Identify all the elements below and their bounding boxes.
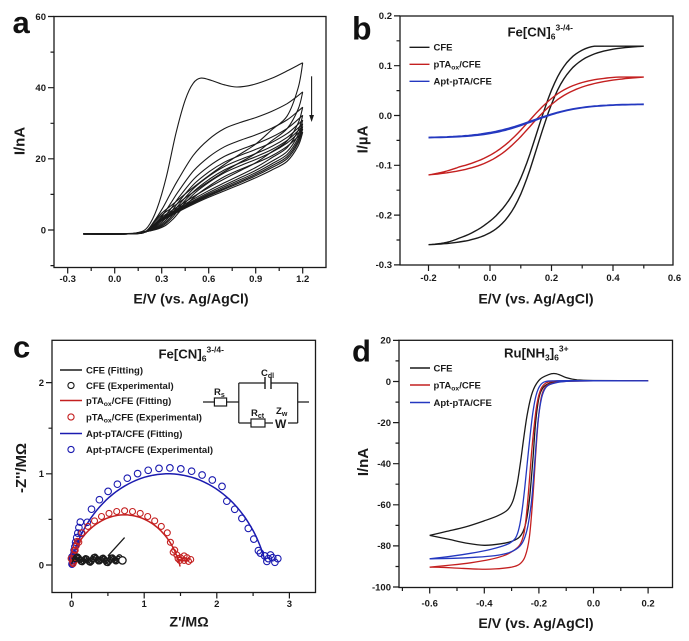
svg-text:0.1: 0.1 [379, 61, 393, 72]
svg-text:a: a [13, 5, 31, 40]
svg-text:CFE (Fitting): CFE (Fitting) [86, 365, 143, 376]
svg-text:-0.6: -0.6 [422, 598, 438, 609]
svg-text:2: 2 [214, 599, 219, 610]
svg-text:Ru[NH3]63+: Ru[NH3]63+ [504, 344, 569, 363]
svg-text:I/nA: I/nA [355, 448, 372, 476]
svg-text:0.0: 0.0 [483, 273, 496, 284]
svg-text:Rs: Rs [214, 387, 225, 399]
svg-text:3: 3 [287, 599, 292, 610]
svg-text:Zw: Zw [276, 406, 288, 418]
svg-text:-0.3: -0.3 [60, 274, 76, 285]
svg-text:20: 20 [35, 154, 46, 165]
svg-text:I/nA: I/nA [12, 127, 29, 155]
svg-text:pTAox/CFE: pTAox/CFE [434, 380, 481, 392]
svg-text:b: b [352, 11, 372, 47]
svg-text:-20: -20 [377, 418, 391, 429]
svg-text:0.3: 0.3 [155, 274, 168, 285]
svg-text:0.0: 0.0 [379, 111, 392, 122]
svg-text:40: 40 [35, 83, 46, 94]
svg-text:-0.3: -0.3 [376, 260, 392, 271]
svg-text:1: 1 [142, 599, 148, 610]
svg-text:W: W [275, 417, 287, 431]
svg-text:E/V (vs. Ag/AgCl): E/V (vs. Ag/AgCl) [478, 292, 594, 308]
svg-text:-0.1: -0.1 [376, 161, 393, 172]
svg-text:0: 0 [386, 377, 391, 388]
svg-text:1.2: 1.2 [296, 274, 309, 285]
svg-text:0: 0 [41, 225, 46, 236]
svg-text:CFE: CFE [434, 43, 453, 54]
svg-text:1: 1 [39, 469, 45, 480]
svg-text:Apt-pTA/CFE (Experimental): Apt-pTA/CFE (Experimental) [86, 445, 213, 456]
svg-text:c: c [13, 330, 30, 365]
svg-text:0.2: 0.2 [641, 598, 654, 609]
svg-text:Z'/MΩ: Z'/MΩ [169, 615, 208, 631]
svg-text:-Z''/MΩ: -Z''/MΩ [13, 443, 30, 493]
svg-text:60: 60 [35, 12, 46, 23]
svg-text:0.2: 0.2 [379, 11, 392, 22]
svg-text:0.6: 0.6 [668, 273, 681, 284]
svg-text:d: d [352, 334, 371, 369]
svg-text:0: 0 [69, 599, 74, 610]
svg-text:0.9: 0.9 [249, 274, 262, 285]
svg-text:-0.4: -0.4 [476, 598, 493, 609]
svg-text:CFE (Experimental): CFE (Experimental) [86, 381, 174, 392]
svg-text:Apt-pTA/CFE: Apt-pTA/CFE [434, 77, 492, 88]
svg-text:Apt-pTA/CFE (Fitting): Apt-pTA/CFE (Fitting) [86, 429, 182, 440]
svg-text:E/V (vs. Ag/AgCl): E/V (vs. Ag/AgCl) [133, 292, 249, 308]
svg-text:-80: -80 [377, 541, 391, 552]
svg-text:-40: -40 [377, 459, 391, 470]
svg-text:pTAox/CFE (Experimental): pTAox/CFE (Experimental) [86, 412, 202, 424]
svg-text:20: 20 [380, 336, 391, 347]
svg-text:E/V (vs. Ag/AgCl): E/V (vs. Ag/AgCl) [478, 616, 594, 632]
svg-text:0.6: 0.6 [202, 274, 215, 285]
svg-text:pTAox/CFE: pTAox/CFE [434, 60, 481, 72]
svg-text:-0.2: -0.2 [420, 273, 436, 284]
svg-text:CFE: CFE [434, 363, 453, 374]
svg-text:-0.2: -0.2 [531, 598, 547, 609]
svg-text:-100: -100 [372, 582, 391, 593]
svg-text:0.0: 0.0 [587, 598, 600, 609]
svg-text:-60: -60 [377, 500, 391, 511]
svg-text:0.0: 0.0 [108, 274, 121, 285]
svg-text:I/µA: I/µA [355, 125, 372, 153]
svg-text:-0.2: -0.2 [376, 210, 392, 221]
svg-text:0.4: 0.4 [606, 273, 620, 284]
svg-text:0: 0 [39, 560, 44, 571]
svg-text:0.2: 0.2 [545, 273, 558, 284]
svg-text:Apt-pTA/CFE: Apt-pTA/CFE [434, 398, 492, 409]
svg-text:2: 2 [39, 378, 44, 389]
svg-text:pTAox/CFE (Fitting): pTAox/CFE (Fitting) [86, 396, 171, 408]
